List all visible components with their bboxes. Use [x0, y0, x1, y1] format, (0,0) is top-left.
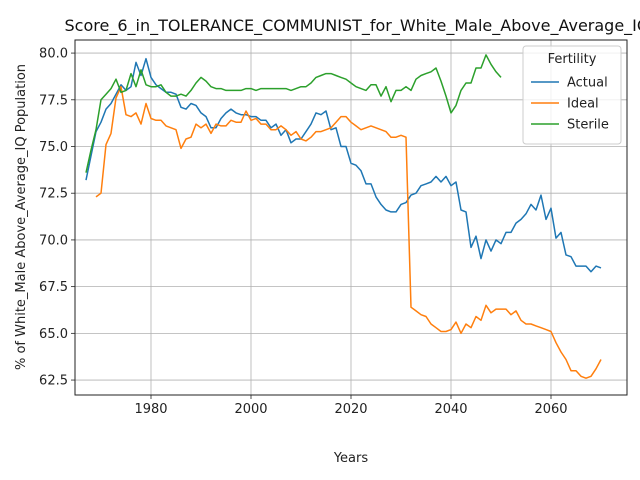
- y-tick-label: 62.5: [39, 374, 68, 389]
- legend-items: Actual Ideal Sterile: [531, 76, 609, 133]
- x-tick-label: 2060: [534, 402, 567, 417]
- chart-title: Score_6_in_TOLERANCE_COMMUNIST_for_White…: [65, 16, 640, 36]
- legend-box: [522, 45, 622, 145]
- x-tick-label: 2000: [234, 402, 267, 417]
- legend-title: Fertility: [548, 52, 597, 67]
- legend-label-actual: Actual: [567, 76, 608, 91]
- y-tick-label: 67.5: [39, 280, 68, 295]
- x-axis-label: Years: [333, 451, 369, 466]
- series-line-sterile: [85, 54, 502, 173]
- grid: [75, 40, 627, 395]
- x-tick-label: 1980: [134, 402, 167, 417]
- series-line-ideal: [95, 85, 602, 379]
- x-tick-label: 2040: [434, 402, 467, 417]
- y-tick-label: 75.0: [39, 140, 68, 155]
- plot-series: [85, 54, 602, 379]
- legend-label-ideal: Ideal: [567, 97, 599, 112]
- legend: Fertility Actual Ideal Sterile: [522, 45, 622, 145]
- y-tick-label: 65.0: [39, 327, 68, 342]
- series-line-actual: [85, 57, 602, 273]
- y-tick-label: 70.0: [39, 233, 68, 248]
- y-axis-label: % of White_Male Above_Average_IQ Populat…: [14, 64, 29, 370]
- y-tick-label: 80.0: [39, 47, 68, 62]
- x-tick-label: 2020: [334, 402, 367, 417]
- legend-label-sterile: Sterile: [567, 118, 609, 133]
- y-tick-label: 72.5: [39, 187, 68, 202]
- x-axis: 1980 2000 2020 2040 2060: [134, 395, 568, 417]
- y-tick-label: 77.5: [39, 93, 68, 108]
- y-axis: 62.5 65.0 67.5 70.0 72.5 75.0 77.5 80.0: [39, 47, 75, 389]
